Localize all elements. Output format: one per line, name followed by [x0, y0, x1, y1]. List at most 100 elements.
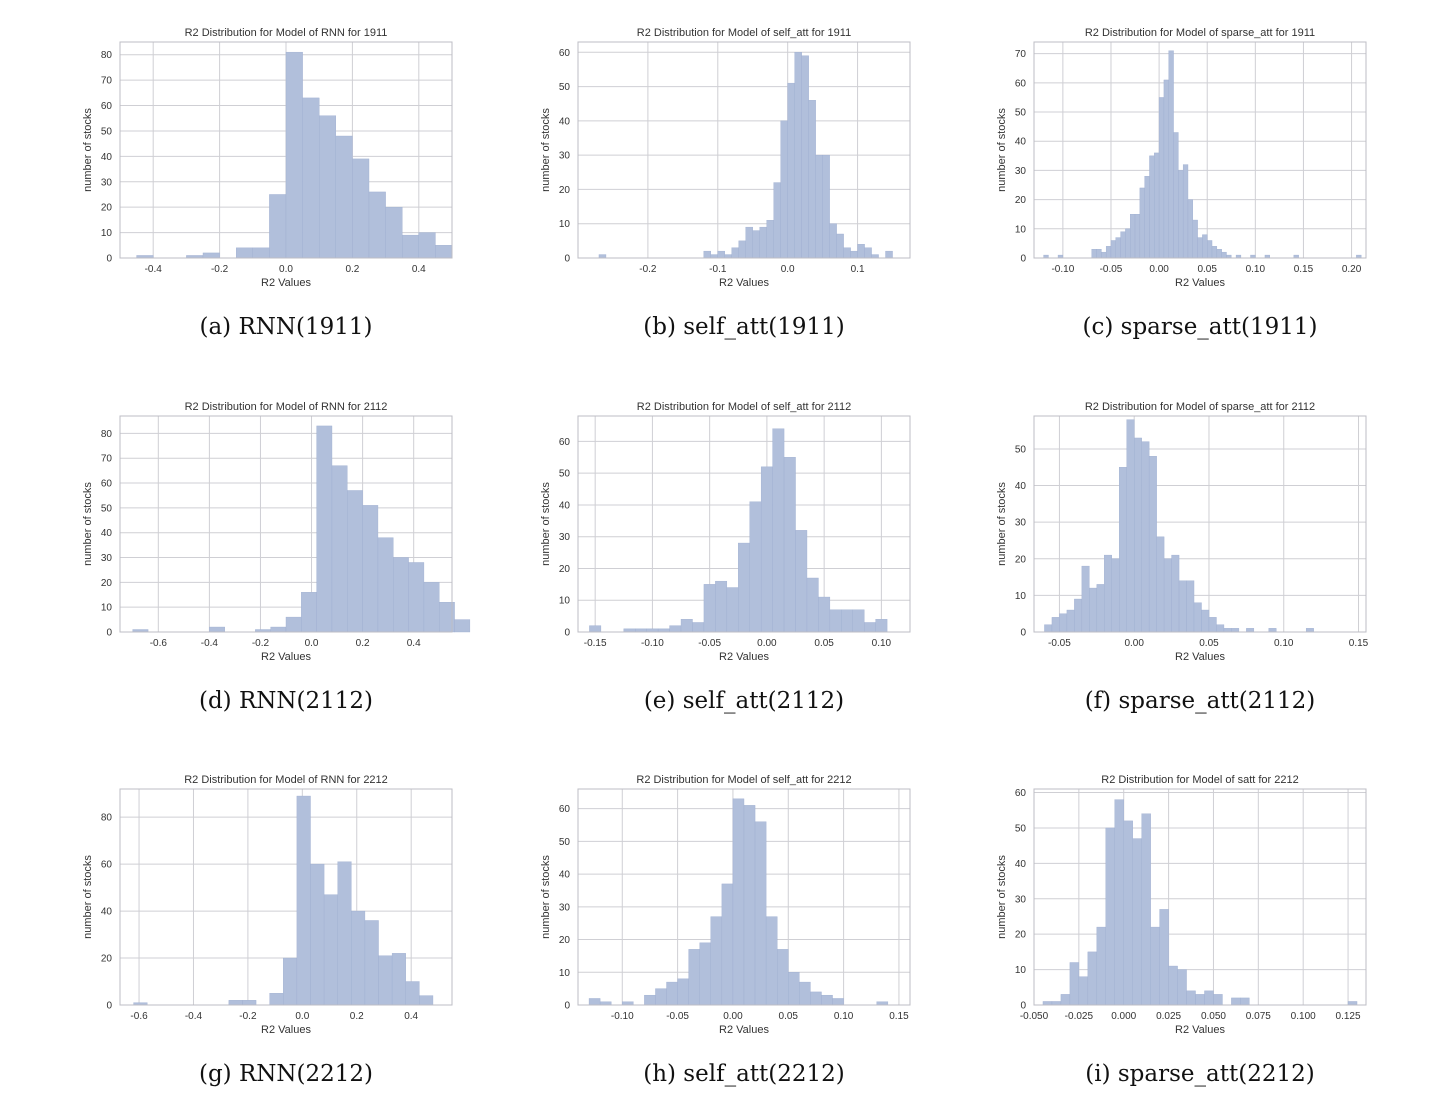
histogram-bar — [402, 234, 420, 259]
histogram-bar — [368, 191, 386, 259]
plot-frame — [577, 788, 911, 1006]
histogram-bar — [419, 995, 434, 1006]
histogram-bar — [405, 981, 420, 1006]
histogram-bar — [669, 625, 682, 633]
plot-frame — [119, 788, 453, 1006]
histogram-bar — [745, 226, 753, 259]
x-tick-label: 0.05 — [779, 1011, 799, 1022]
y-tick-label: 50 — [101, 126, 113, 137]
histogram-bar — [1096, 926, 1106, 1006]
y-tick-label: 40 — [101, 528, 113, 539]
histogram-chart: -0.15 -0.10 -0.05 0.00 0.05 0.10 0 10 20 30 40 50 60… — [540, 401, 911, 663]
plot-frame — [577, 415, 911, 633]
histogram-bar — [1221, 251, 1227, 259]
y-tick-label: 40 — [1015, 859, 1027, 870]
plot-frame — [119, 415, 453, 633]
x-tick-label: -0.6 — [150, 638, 168, 649]
histogram-bar — [829, 609, 842, 633]
histogram-bar — [1223, 628, 1232, 633]
y-tick-label: 40 — [101, 152, 113, 163]
x-tick-label: 0.4 — [412, 264, 426, 275]
histogram-bar — [1074, 598, 1083, 633]
histogram-bar — [766, 220, 774, 259]
y-tick-label: 70 — [101, 454, 113, 465]
x-tick-label: 0.2 — [350, 1011, 364, 1022]
y-tick-label: 80 — [101, 429, 113, 440]
x-tick-label: 0.4 — [407, 638, 421, 649]
histogram-bar — [1187, 199, 1193, 259]
histogram-bar — [598, 254, 607, 259]
histogram-bar — [335, 135, 353, 259]
histogram-bar — [296, 795, 311, 1006]
x-tick-label: -0.6 — [130, 1011, 148, 1022]
histogram-bar — [1163, 79, 1169, 259]
y-axis-label: number of stocks — [996, 108, 1008, 192]
histogram-bar — [1149, 155, 1155, 259]
histogram-bar — [1268, 628, 1277, 633]
y-tick-label: 10 — [101, 228, 113, 239]
plot-frame — [1033, 41, 1367, 259]
chart-title: R2 Distribution for Model of satt for 22… — [1101, 774, 1298, 786]
histogram-bar — [864, 247, 872, 259]
histogram-chart: -0.050 -0.025 0.000 0.025 0.050 0.075 0.100 0.1… — [996, 774, 1367, 1036]
x-tick-label: -0.025 — [1065, 1011, 1094, 1022]
y-tick-label: 10 — [1015, 965, 1027, 976]
x-axis-label: R2 Values — [1175, 277, 1225, 289]
histogram-bar — [759, 226, 767, 259]
histogram-bar — [821, 994, 833, 1006]
histogram-bar — [1171, 554, 1180, 633]
chart-title: R2 Distribution for Model of self_att fo… — [636, 774, 851, 786]
y-tick-label: 20 — [101, 954, 113, 965]
histogram-bar — [285, 616, 302, 633]
y-tick-label: 0 — [1020, 1001, 1026, 1012]
plot-area — [578, 42, 910, 258]
histogram-bar — [787, 82, 795, 259]
y-tick-label: 30 — [559, 532, 571, 543]
histogram-bar — [283, 957, 298, 1006]
histogram-bar — [1081, 565, 1090, 633]
histogram-panel: -0.050 -0.025 0.000 0.025 0.050 0.075 0.100 0.1… — [914, 769, 1367, 1089]
histogram-bar — [795, 530, 808, 633]
histogram-bar — [1168, 50, 1174, 259]
histogram-bar — [1115, 237, 1121, 259]
x-tick-label: -0.10 — [641, 638, 664, 649]
subfigure-caption: (h) self_att(2212) — [643, 1061, 845, 1087]
histogram-bar — [1089, 587, 1098, 633]
histogram-chart: -0.6 -0.4 -0.2 0.0 0.2 0.4 0 10 20 30 40 50 60 70 80 R2… — [82, 401, 471, 663]
histogram-bar — [885, 250, 893, 259]
y-tick-label: 10 — [101, 603, 113, 614]
histogram-bar — [1096, 249, 1102, 259]
plot-frame — [1033, 788, 1367, 1006]
histogram-bar — [242, 1000, 257, 1006]
histogram-bar — [252, 247, 270, 259]
x-axis-label: R2 Values — [261, 1024, 311, 1036]
y-tick-label: 0 — [564, 628, 570, 639]
histogram-bar — [1091, 249, 1097, 259]
x-tick-label: -0.050 — [1020, 1011, 1049, 1022]
y-tick-label: 40 — [559, 500, 571, 511]
histogram-bar — [323, 894, 338, 1006]
y-tick-label: 70 — [101, 76, 113, 87]
y-tick-label: 60 — [1015, 78, 1027, 89]
subfigure-caption: (d) RNN(2112) — [198, 688, 374, 714]
y-tick-label: 40 — [101, 907, 113, 918]
histogram-bar — [589, 625, 602, 633]
histogram-bar — [1051, 617, 1060, 633]
subfigure-caption: (b) self_att(1911) — [643, 314, 845, 340]
histogram-bar — [721, 883, 734, 1006]
histogram-bar — [423, 582, 440, 633]
histogram-bar — [1156, 536, 1165, 633]
y-tick-label: 10 — [559, 219, 571, 230]
histogram-chart: -0.4 -0.2 0.0 0.2 0.4 0 10 20 30 40 50 60 70 80 R2 Dis… — [82, 27, 453, 289]
x-tick-label: 0.05 — [1197, 264, 1217, 275]
x-tick-label: -0.2 — [239, 1011, 257, 1022]
histogram-bar — [235, 247, 253, 259]
y-tick-label: 0 — [564, 1001, 570, 1012]
histogram-bar — [1182, 164, 1189, 259]
subfigure-caption: (c) sparse_att(1911) — [1082, 314, 1318, 340]
histogram-bar — [799, 981, 811, 1006]
x-tick-label: -0.4 — [185, 1011, 203, 1022]
histogram-chart: -0.05 0.00 0.05 0.10 0.15 0 10 20 30 40 50 R2 Distr… — [996, 401, 1369, 663]
histogram-bar — [1211, 246, 1218, 259]
y-tick-label: 70 — [1015, 49, 1027, 60]
